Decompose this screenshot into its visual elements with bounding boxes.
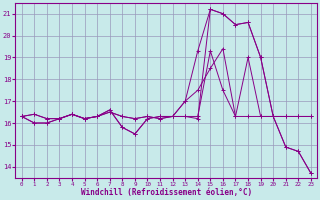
X-axis label: Windchill (Refroidissement éolien,°C): Windchill (Refroidissement éolien,°C) [81,188,252,197]
